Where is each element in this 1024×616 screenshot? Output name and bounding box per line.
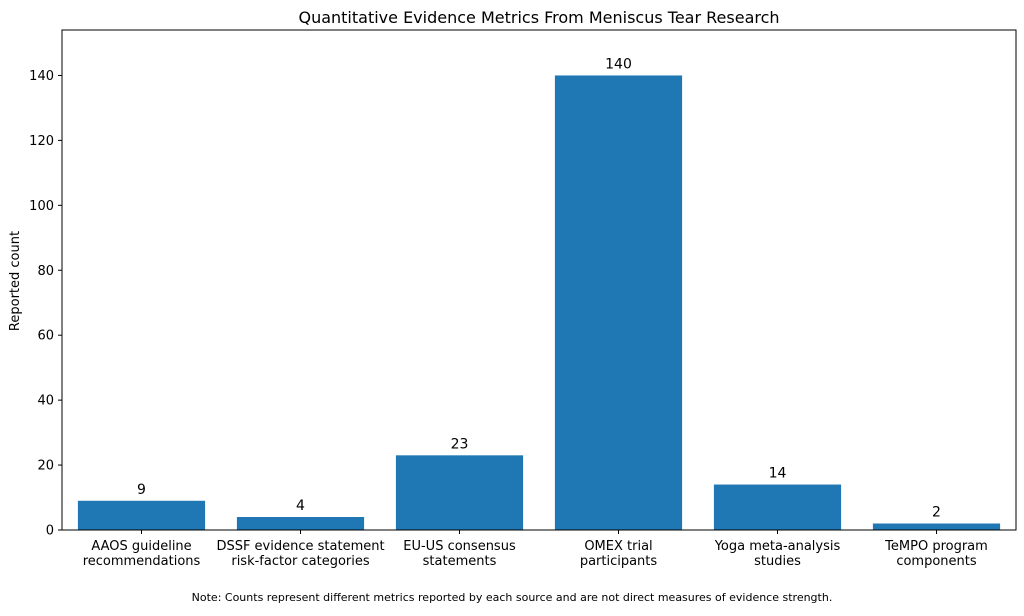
data-label: 9 — [137, 482, 146, 498]
bar — [77, 500, 206, 530]
y-tick-label: 120 — [29, 134, 54, 149]
x-tick-label: TeMPO program components — [884, 539, 988, 569]
chart-title: Quantitative Evidence Metrics From Menis… — [298, 8, 779, 27]
bar — [236, 517, 365, 530]
y-tick-label: 80 — [37, 264, 54, 279]
y-tick-label: 20 — [37, 459, 54, 474]
y-tick-label: 100 — [29, 199, 54, 214]
data-labels-group: 9 4 23 140 14 2 — [137, 56, 941, 520]
bar — [395, 455, 524, 530]
data-label: 4 — [296, 498, 305, 514]
bar — [713, 484, 842, 530]
x-axis: AAOS guideline recommendations DSSF eviden… — [83, 530, 988, 569]
bars-group — [77, 75, 1001, 531]
x-tick-label: DSSF evidence statement risk-factor categ… — [216, 539, 384, 569]
y-tick-label: 0 — [46, 524, 54, 539]
footnote: Note: Counts represent different metrics… — [192, 591, 833, 604]
x-tick-label: EU-US consensus statements — [403, 539, 516, 569]
x-tick-label: Yoga meta-analysis studies — [714, 539, 841, 569]
data-label: 2 — [932, 505, 941, 521]
data-label: 140 — [605, 56, 632, 72]
y-tick-label: 140 — [29, 69, 54, 84]
bar — [872, 523, 1001, 530]
x-tick-label: AAOS guideline recommendations — [83, 539, 201, 569]
y-tick-label: 40 — [37, 394, 54, 409]
y-tick-label: 60 — [37, 329, 54, 344]
data-label: 23 — [451, 436, 469, 452]
bar — [554, 75, 683, 531]
data-label: 14 — [769, 466, 787, 482]
plot-frame — [61, 29, 1017, 531]
x-tick-label: OMEX trial participants — [580, 539, 658, 569]
y-axis-label: Reported count — [8, 231, 23, 331]
y-axis: 0 20 40 60 80 100 120 140 — [29, 69, 62, 539]
